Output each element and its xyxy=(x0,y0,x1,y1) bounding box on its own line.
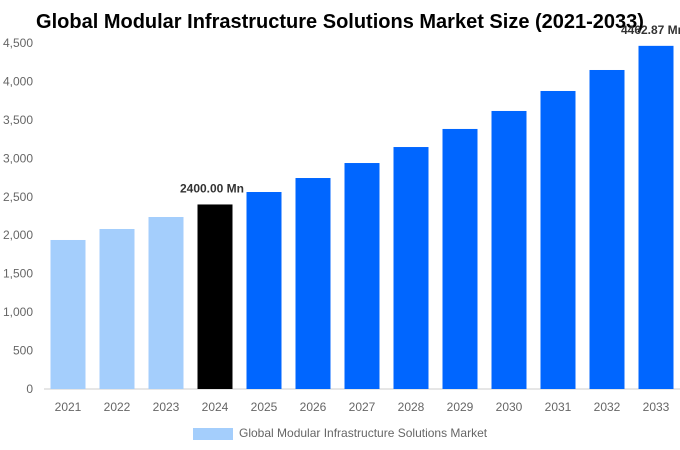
y-tick-label: 2,000 xyxy=(3,228,33,242)
bar-2029 xyxy=(442,128,478,389)
y-tick-label: 500 xyxy=(13,344,33,358)
x-tick-label: 2026 xyxy=(300,400,327,414)
bar-2026 xyxy=(295,178,331,389)
y-tick-label: 4,000 xyxy=(3,74,33,88)
bar-2031 xyxy=(540,90,576,389)
x-tick-label: 2032 xyxy=(594,400,621,414)
bar-2023 xyxy=(148,216,184,389)
bar-2022 xyxy=(99,228,135,389)
bar-2027 xyxy=(344,163,380,389)
y-tick-label: 0 xyxy=(26,382,33,396)
chart-title: Global Modular Infrastructure Solutions … xyxy=(36,11,644,33)
y-tick-label: 1,500 xyxy=(3,267,33,281)
data-label: 4462.87 Mn xyxy=(621,23,680,37)
x-tick-label: 2031 xyxy=(545,400,572,414)
x-tick-label: 2028 xyxy=(398,400,425,414)
x-tick-label: 2024 xyxy=(202,400,229,414)
x-tick-label: 2023 xyxy=(153,400,180,414)
y-tick-label: 3,500 xyxy=(3,113,33,127)
y-tick-label: 4,500 xyxy=(3,36,33,50)
y-tick-label: 1,000 xyxy=(3,305,33,319)
data-label: 2400.00 Mn xyxy=(180,181,244,195)
x-tick-label: 2022 xyxy=(104,400,131,414)
x-tick-label: 2025 xyxy=(251,400,278,414)
bar-2032 xyxy=(589,69,625,389)
y-tick-label: 2,500 xyxy=(3,190,33,204)
y-tick-label: 3,000 xyxy=(3,151,33,165)
bar-2033 xyxy=(638,45,674,389)
bar-2028 xyxy=(393,147,429,389)
bar-2024 xyxy=(197,204,233,389)
x-tick-label: 2027 xyxy=(349,400,376,414)
bar-2021 xyxy=(50,239,86,389)
x-tick-label: 2030 xyxy=(496,400,523,414)
bar-2025 xyxy=(246,192,282,389)
legend-swatch xyxy=(193,428,233,440)
x-tick-label: 2021 xyxy=(55,400,82,414)
x-tick-label: 2033 xyxy=(643,400,670,414)
legend-label: Global Modular Infrastructure Solutions … xyxy=(239,426,488,440)
bar-2030 xyxy=(491,110,527,389)
x-tick-label: 2029 xyxy=(447,400,474,414)
